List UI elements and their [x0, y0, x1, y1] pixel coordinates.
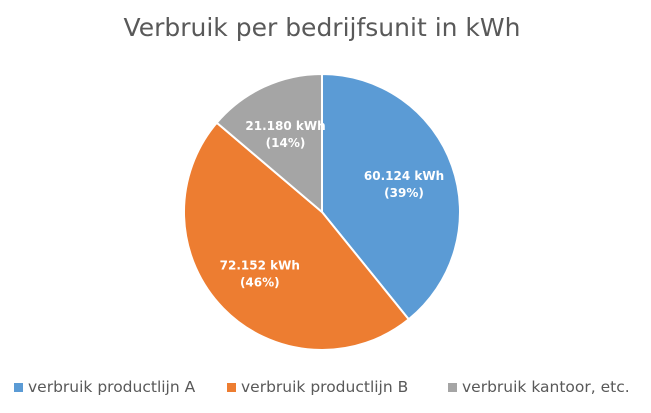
legend-swatch	[14, 383, 23, 392]
legend-label: verbruik productlijn A	[28, 378, 196, 396]
legend-swatch	[448, 383, 457, 392]
slice-value-label: 21.180 kWh	[245, 119, 325, 133]
legend: verbruik productlijn A verbruik productli…	[14, 378, 630, 396]
legend-swatch	[227, 383, 236, 392]
slice-value-label: 60.124 kWh	[364, 169, 444, 183]
slice-percent-label: (14%)	[266, 136, 306, 150]
slice-labels: 60.124 kWh (39%) 72.152 kWh (46%) 21.180 kWh…	[220, 119, 444, 290]
pie-slice	[321, 73, 461, 321]
legend-label: verbruik productlijn B	[241, 378, 408, 396]
pie-slice	[182, 121, 410, 351]
slice-percent-label: (46%)	[240, 276, 280, 290]
pie-slice	[215, 73, 323, 213]
pie-slices	[182, 73, 461, 351]
legend-label: verbruik kantoor, etc.	[462, 378, 630, 396]
chart-title: Verbruik per bedrijfsunit in kWh	[124, 13, 521, 42]
slice-value-label: 72.152 kWh	[220, 259, 300, 273]
slice-percent-label: (39%)	[384, 186, 424, 200]
